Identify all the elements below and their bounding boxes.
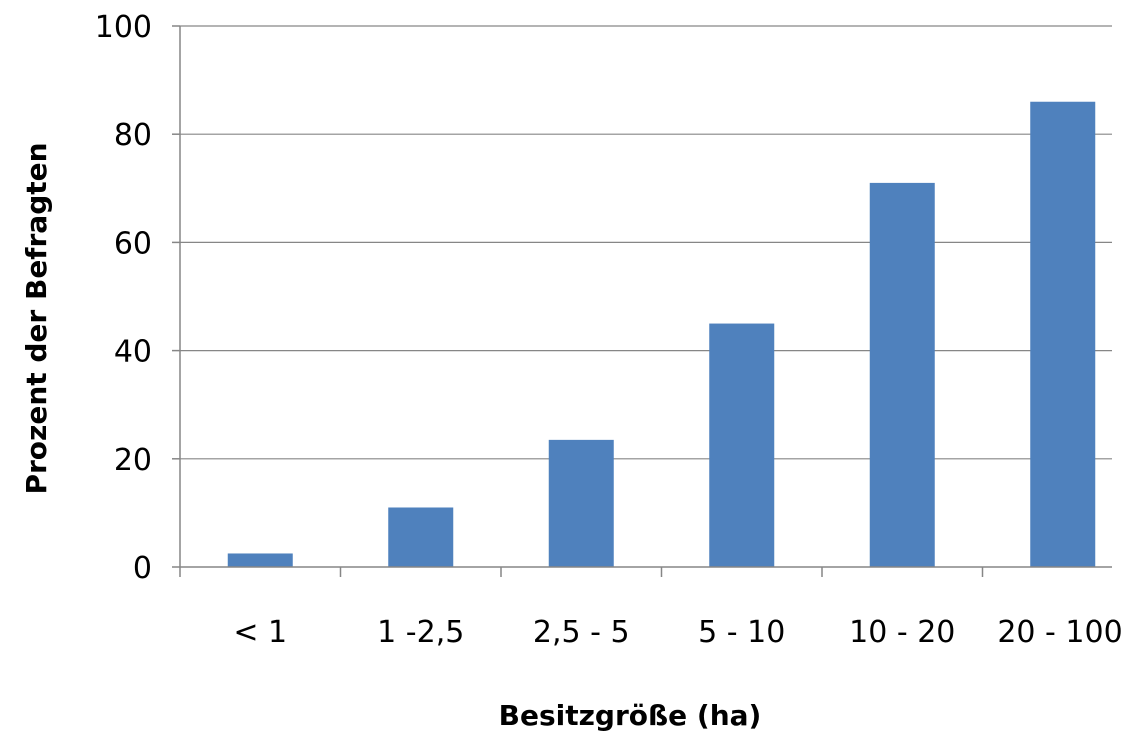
y-axis-title: Prozent der Befragten [20, 142, 53, 494]
bar-2 [548, 439, 614, 567]
y-tick-label-40: 40 [114, 335, 152, 370]
x-tick-label-3: 5 - 10 [698, 615, 785, 650]
bar-0 [227, 553, 293, 567]
gridlines [180, 25, 1112, 460]
bar-1 [388, 507, 454, 567]
x-tick-label-5: 20 - 100 [997, 615, 1122, 650]
x-tick-label-4: 10 - 20 [849, 615, 955, 650]
y-tick-label-80: 80 [114, 118, 152, 153]
bars [227, 101, 1096, 568]
axes [172, 25, 1112, 577]
x-tick-labels: < 1 1 -2,5 2,5 - 5 5 - 10 10 - 20 20 - 100 [233, 615, 1122, 650]
y-tick-label-100: 100 [95, 10, 152, 45]
bar-4 [869, 182, 935, 567]
y-tick-label-20: 20 [114, 443, 152, 478]
bar-5 [1030, 101, 1096, 568]
bar-3 [709, 323, 775, 567]
x-tick-label-0: < 1 [233, 615, 287, 650]
x-axis-title: Besitzgröße (ha) [499, 699, 762, 732]
x-tick-label-1: 1 -2,5 [377, 615, 464, 650]
y-tick-label-60: 60 [114, 226, 152, 261]
y-tick-label-0: 0 [133, 551, 152, 586]
y-tick-labels: 0 20 40 60 80 100 [95, 10, 152, 586]
x-tick-label-2: 2,5 - 5 [533, 615, 630, 650]
